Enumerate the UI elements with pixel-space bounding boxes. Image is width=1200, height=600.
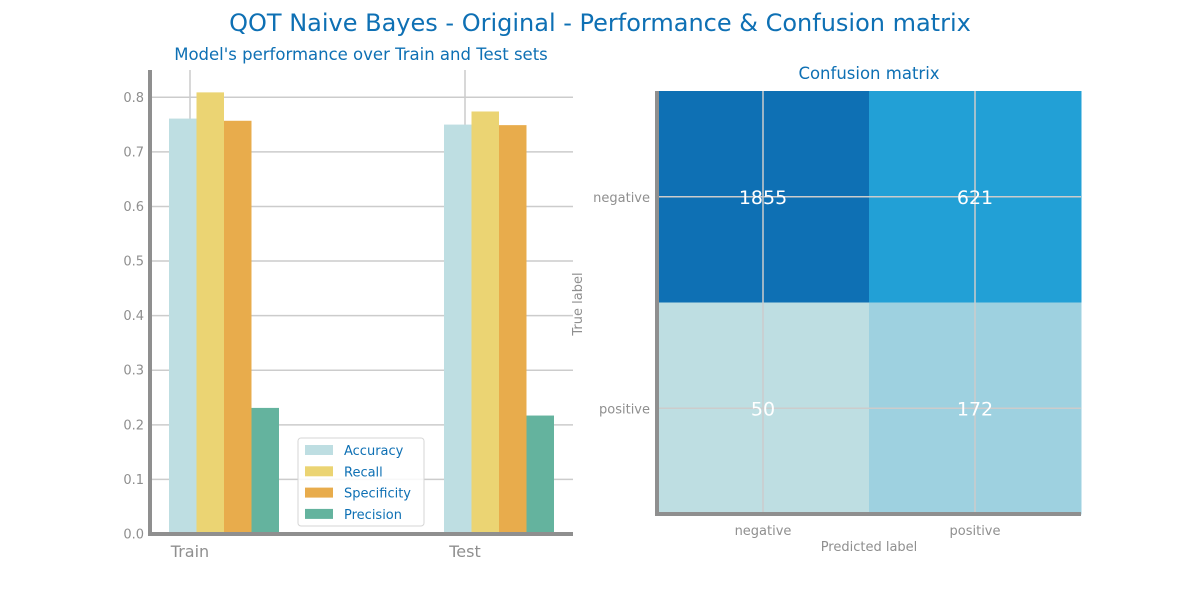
bar-chart-tick-labels: 0.0 0.1 0.2 0.3 0.4 0.5 0.6 0.7 0.8 Train Test	[123, 91, 480, 561]
y-tick-label: 0.3	[123, 364, 144, 379]
legend-label-precision: Precision	[344, 508, 402, 523]
cm-value-positive-negative: 50	[751, 398, 775, 420]
bar-chart-title: Model's performance over Train and Test …	[174, 45, 548, 64]
bar-test-precision	[526, 415, 554, 534]
x-tick-label: Test	[448, 542, 481, 561]
bar-train-accuracy	[169, 118, 197, 534]
confusion-matrix-y-axis-label: True label	[571, 272, 586, 336]
legend-swatch-recall	[305, 466, 333, 477]
bar-test-recall	[471, 111, 499, 534]
bar-train-specificity	[224, 120, 252, 534]
legend-label-specificity: Specificity	[344, 487, 411, 502]
confusion-matrix-cells	[657, 91, 1082, 515]
figure-title: QOT Naive Bayes - Original - Performance…	[229, 9, 971, 37]
legend-swatch-specificity	[305, 487, 333, 498]
confusion-matrix-values: 1855 621 50 172	[739, 187, 993, 421]
bar-train-precision	[251, 407, 279, 534]
y-tick-label: 0.7	[123, 145, 144, 160]
legend-swatch-accuracy	[305, 445, 333, 455]
bar-chart-bars	[169, 92, 554, 535]
legend-swatch-precision	[305, 508, 333, 519]
cm-y-tick-label: positive	[599, 402, 650, 417]
confusion-matrix: Confusion matrix 1855 621 50 172 negative po…	[571, 64, 1082, 555]
cm-value-positive-positive: 172	[957, 398, 993, 420]
y-tick-label: 0.8	[123, 91, 144, 106]
bar-chart-axes	[148, 70, 573, 536]
y-tick-label: 0.0	[123, 528, 144, 543]
x-tick-label: Train	[170, 542, 209, 561]
y-tick-label: 0.4	[123, 309, 144, 324]
bar-test-accuracy	[444, 124, 472, 535]
y-tick-label: 0.5	[123, 255, 144, 270]
confusion-matrix-gridlines	[657, 91, 1081, 514]
legend-box	[297, 437, 425, 527]
legend-label-recall: Recall	[344, 465, 383, 480]
cm-value-negative-positive: 621	[957, 187, 993, 209]
confusion-matrix-x-axis-label: Predicted label	[821, 540, 918, 555]
cm-y-tick-label: negative	[593, 191, 650, 206]
cm-x-tick-label: negative	[735, 524, 792, 539]
y-tick-label: 0.6	[123, 200, 144, 215]
y-tick-label: 0.2	[123, 418, 144, 433]
performance-bar-chart: Model's performance over Train and Test …	[123, 45, 573, 561]
confusion-matrix-tick-labels: negative positive negative positive	[593, 191, 1000, 539]
legend-label-accuracy: Accuracy	[344, 444, 404, 459]
bar-train-recall	[196, 92, 224, 535]
confusion-matrix-title: Confusion matrix	[798, 64, 939, 83]
bar-test-specificity	[499, 125, 527, 534]
cm-x-tick-label: positive	[950, 524, 1001, 539]
bar-chart-legend: Accuracy Recall Specificity Precision	[297, 437, 425, 527]
confusion-matrix-axes	[655, 91, 1081, 516]
cm-value-negative-negative: 1855	[739, 187, 787, 209]
y-tick-label: 0.1	[123, 473, 144, 488]
